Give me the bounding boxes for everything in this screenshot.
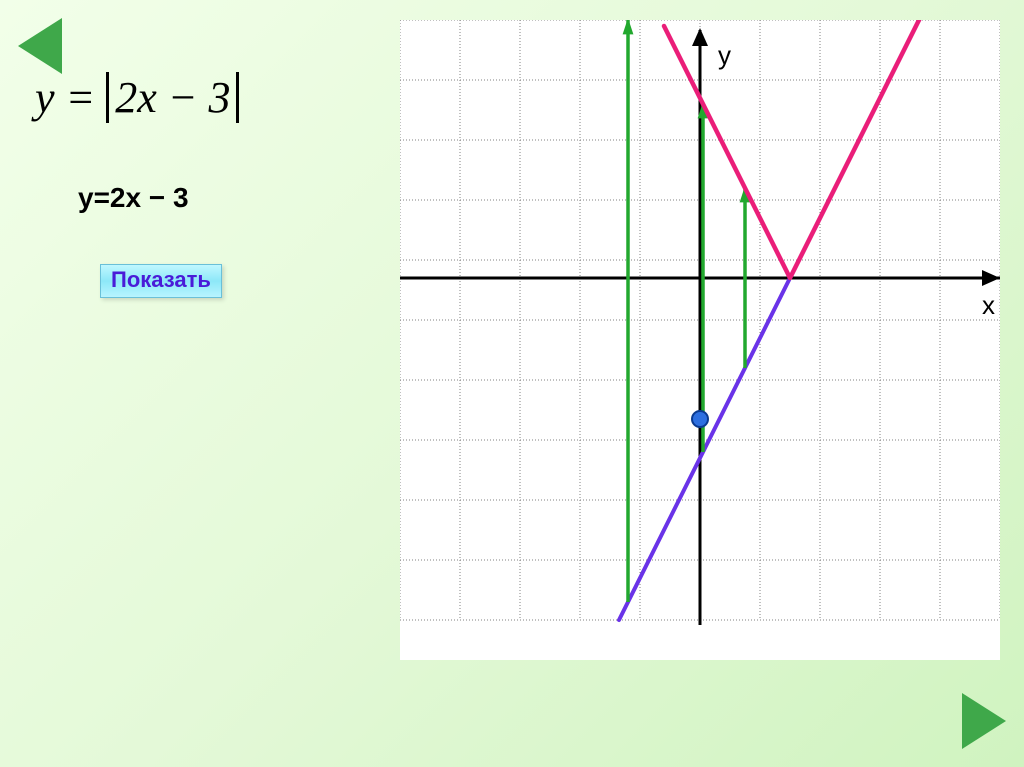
formula-eq: =: [55, 73, 107, 122]
formula-abs: 2x − 3: [106, 72, 239, 123]
nav-next-button[interactable]: [962, 693, 1006, 749]
y-axis-label: y: [718, 40, 731, 71]
chart-area: y x: [400, 20, 1000, 665]
chart-svg: [400, 20, 1000, 660]
show-button[interactable]: Показать: [100, 264, 222, 298]
main-formula: y = 2x − 3: [35, 72, 239, 123]
nav-prev-button[interactable]: [18, 18, 62, 74]
formula-y: y: [35, 73, 55, 122]
x-axis-label: x: [982, 290, 995, 321]
sub-formula: y=2x − 3: [78, 182, 189, 214]
